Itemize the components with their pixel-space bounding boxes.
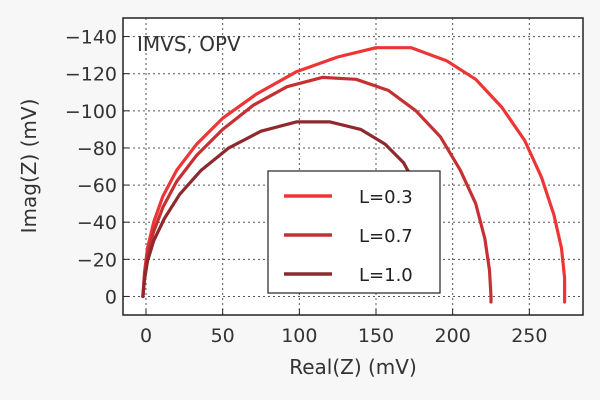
y-axis-label: Imag(Z) (mV) [17,99,41,234]
legend-label-1: L=0.3 [359,187,413,208]
y-tick-labels: 0 −20 −40 −60 −80 −100 −120 −140 [65,27,117,309]
series-line-3 [141,120,426,298]
series-layer [141,46,567,304]
x-tick-label: 100 [281,325,317,347]
y-tick-label: −120 [65,64,117,86]
chart-annotation: IMVS, OPV [137,32,241,56]
x-tick-label: 50 [211,325,235,347]
x-tick-labels: 0 50 100 150 200 250 [140,325,548,347]
y-tick-label: 0 [105,286,117,308]
legend: L=0.3 L=0.7 L=1.0 [267,170,441,294]
x-tick-label: 0 [140,325,152,347]
legend-label-2: L=0.7 [359,226,413,247]
x-tick-label: 150 [358,325,394,347]
legend-items: L=0.3 L=0.7 L=1.0 [284,187,413,286]
x-tick-label: 200 [435,325,471,347]
y-tick-label: −60 [77,175,117,197]
legend-label-3: L=1.0 [359,265,413,286]
plot-frame [122,17,584,316]
y-tick-label: −100 [65,101,117,123]
y-tick-label: −80 [77,138,117,160]
series-line-1 [141,46,567,304]
y-tick-label: −20 [77,249,117,271]
series-line-2 [141,75,493,304]
x-tick-label: 250 [511,325,547,347]
x-axis-label: Real(Z) (mV) [289,355,417,379]
y-tick-label: −40 [77,212,117,234]
y-tick-label: −140 [65,27,117,49]
